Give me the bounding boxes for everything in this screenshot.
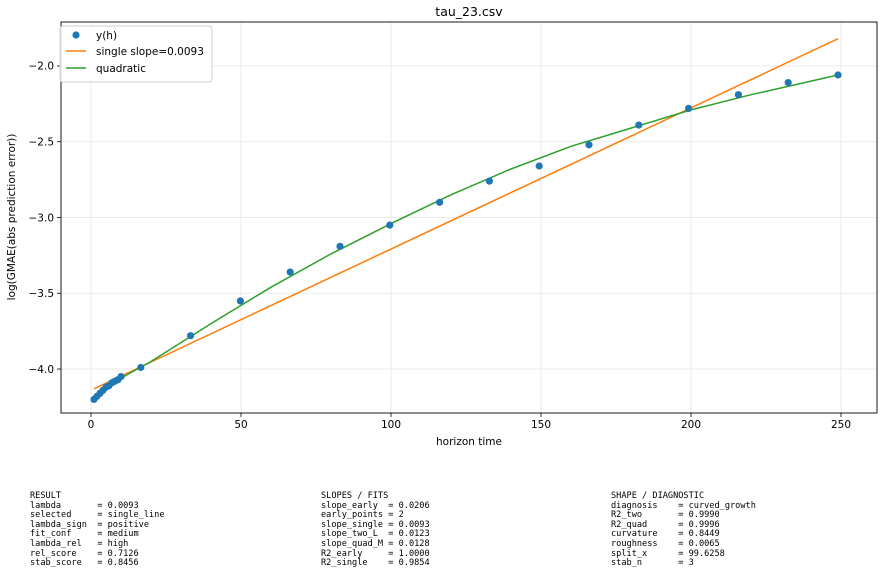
data-point: [386, 221, 394, 229]
data-point: [535, 162, 543, 170]
data-point: [236, 297, 244, 305]
result-panel: RESULT lambda = 0.0093 selected = single_l…: [30, 491, 165, 569]
panel-line: slope_quad_M = 0.0128: [321, 538, 430, 549]
panel-line: R2_single = 0.9854: [321, 558, 430, 569]
x-tick-label: 150: [531, 419, 551, 431]
x-tick-label: 50: [234, 419, 247, 431]
y-tick-label: −2.0: [29, 61, 55, 73]
panel-line: R2_quad = 0.9996: [611, 519, 720, 530]
legend-label-single: single slope=0.0093: [96, 46, 204, 58]
panel-line: selected = single_line: [30, 510, 165, 521]
panel-line: slope_single = 0.0093: [321, 519, 430, 530]
data-point: [635, 121, 643, 129]
y-tick-label: −3.5: [29, 288, 55, 300]
y-tick-label: −2.5: [29, 137, 55, 149]
x-axis-label: horizon time: [436, 436, 502, 448]
panel-line: rel_score = 0.7126: [30, 548, 139, 559]
panel-line: slope_early = 0.0206: [321, 500, 430, 511]
shape-diagnostic-panel: SHAPE / DIAGNOSTIC diagnosis = curved_gro…: [611, 491, 756, 569]
panel-line: stab_n = 3: [611, 558, 694, 569]
x-tick-label: 100: [381, 419, 401, 431]
data-point: [485, 177, 493, 185]
chart-title: tau_23.csv: [435, 4, 503, 19]
grid: [61, 22, 877, 413]
data-point: [187, 332, 195, 340]
panel-line: diagnosis = curved_growth: [611, 500, 756, 511]
x-tick-label: 200: [681, 419, 701, 431]
series-layer: [90, 38, 842, 403]
data-point: [734, 91, 743, 99]
panel-line: roughness = 0.0065: [611, 538, 720, 549]
data-point: [137, 363, 145, 372]
x-tick-label: 0: [88, 419, 95, 431]
data-point: [784, 79, 792, 87]
chart: 0 50 100 150 200 250 −4.0 −3.5 −3.0 −2.5 −2.0 tau_…: [6, 4, 878, 448]
legend-label-quadratic: quadratic: [96, 63, 146, 75]
y-tick-label: −3.0: [29, 212, 55, 224]
panel-line: SLOPES / FITS: [321, 491, 389, 501]
data-point: [117, 373, 125, 381]
panel-line: lambda_sign = positive: [30, 519, 149, 530]
legend-label-yh: y(h): [96, 30, 117, 42]
data-point: [436, 198, 444, 206]
y-tick-label: −4.0: [29, 364, 55, 376]
legend-frame: [59, 25, 213, 83]
y-axis-label: log(GMAE(abs prediction error)): [6, 134, 18, 301]
panel-line: RESULT: [30, 491, 62, 501]
panel-line: early_points = 2: [321, 510, 404, 521]
panel-line: R2_early = 1.0000: [321, 548, 430, 559]
series-line: [93, 74, 839, 399]
panel-line: R2_two = 0.9990: [611, 510, 720, 521]
data-point: [336, 242, 344, 250]
series-line: [93, 38, 839, 390]
panel-line: SHAPE / DIAGNOSTIC: [611, 491, 705, 501]
panel-line: stab_score = 0.8456: [30, 558, 139, 569]
panel-line: split_x = 99.6258: [611, 548, 725, 559]
panel-line: curvature = 0.8449: [611, 529, 720, 540]
panel-line: lambda = 0.0093: [30, 500, 139, 511]
data-point: [685, 104, 693, 112]
axes: 0 50 100 150 200 250 −4.0 −3.5 −3.0 −2.5 −2.0: [29, 61, 852, 431]
panel-line: slope_two_L = 0.0123: [321, 529, 430, 540]
slopes-fits-panel: SLOPES / FITS slope_early = 0.0206 early_p…: [321, 491, 430, 569]
data-point: [585, 141, 593, 149]
panel-line: lambda_rel = high: [30, 538, 129, 549]
legend-marker-yh: [72, 31, 80, 39]
panel-line: fit_conf = medium: [30, 529, 139, 540]
data-point: [286, 268, 294, 276]
x-tick-label: 250: [831, 419, 851, 431]
legend: y(h) single slope=0.0093 quadratic: [59, 25, 213, 83]
data-point: [834, 71, 842, 79]
